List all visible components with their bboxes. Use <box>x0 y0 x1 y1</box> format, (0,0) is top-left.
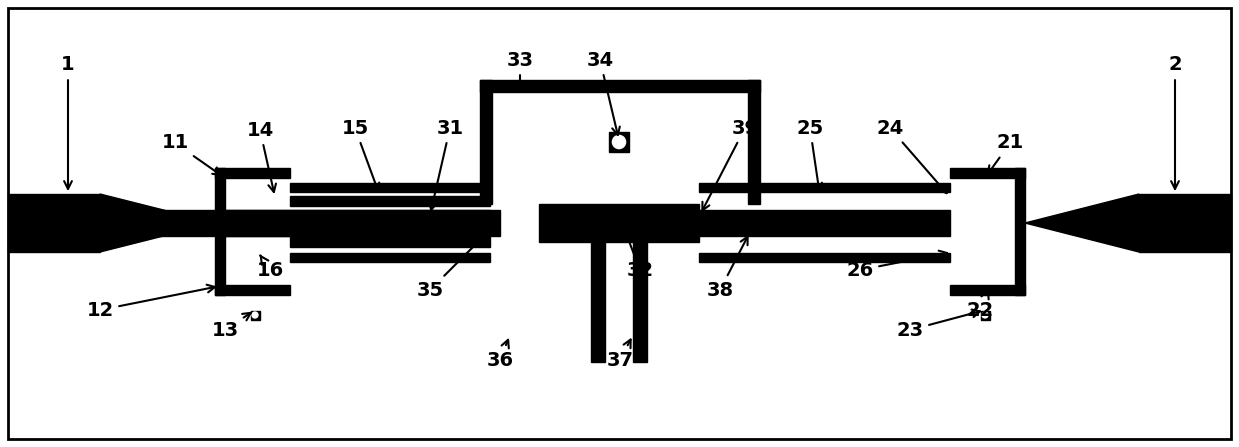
Circle shape <box>252 312 258 318</box>
Bar <box>290 196 489 206</box>
Bar <box>610 132 629 152</box>
Text: 15: 15 <box>342 118 379 191</box>
Text: 25: 25 <box>797 118 824 191</box>
Text: 24: 24 <box>876 118 947 193</box>
Bar <box>748 80 760 204</box>
Text: 34: 34 <box>586 51 620 135</box>
Bar <box>539 204 699 242</box>
Bar <box>591 242 605 362</box>
Bar <box>950 168 1025 178</box>
Circle shape <box>983 312 987 318</box>
Polygon shape <box>100 194 216 252</box>
Bar <box>699 183 950 192</box>
Bar <box>250 311 259 320</box>
Bar <box>216 168 225 295</box>
Bar <box>7 194 100 252</box>
Text: 37: 37 <box>607 340 633 370</box>
Text: 13: 13 <box>212 313 250 340</box>
Bar <box>699 253 950 262</box>
Bar <box>216 285 290 295</box>
Text: 36: 36 <box>487 340 513 370</box>
Text: 31: 31 <box>429 118 463 210</box>
Bar <box>980 311 990 320</box>
Bar <box>479 80 492 204</box>
Bar <box>1015 168 1025 295</box>
Bar <box>100 210 501 236</box>
Bar <box>479 80 760 92</box>
Text: 11: 11 <box>161 134 221 175</box>
Bar <box>216 210 489 236</box>
Text: 22: 22 <box>966 291 994 320</box>
Text: 21: 21 <box>987 134 1023 174</box>
Circle shape <box>612 135 626 148</box>
Polygon shape <box>1025 194 1139 252</box>
Bar <box>633 242 647 362</box>
Text: 26: 26 <box>846 251 947 279</box>
Text: 32: 32 <box>620 220 653 279</box>
Bar <box>699 210 950 236</box>
Text: 39: 39 <box>703 118 758 211</box>
Bar <box>290 253 489 262</box>
Text: 35: 35 <box>416 236 484 299</box>
Text: 14: 14 <box>247 121 276 192</box>
Text: 12: 12 <box>87 285 216 320</box>
Bar <box>290 237 489 247</box>
Bar <box>1139 194 1232 252</box>
Bar <box>290 183 489 192</box>
Bar <box>950 285 1025 295</box>
Text: 16: 16 <box>256 255 284 279</box>
Bar <box>216 168 290 178</box>
Text: 2: 2 <box>1168 55 1182 189</box>
Text: 38: 38 <box>706 236 747 299</box>
Text: 33: 33 <box>507 51 534 90</box>
Text: 1: 1 <box>61 55 74 189</box>
Text: 23: 23 <box>897 310 980 340</box>
